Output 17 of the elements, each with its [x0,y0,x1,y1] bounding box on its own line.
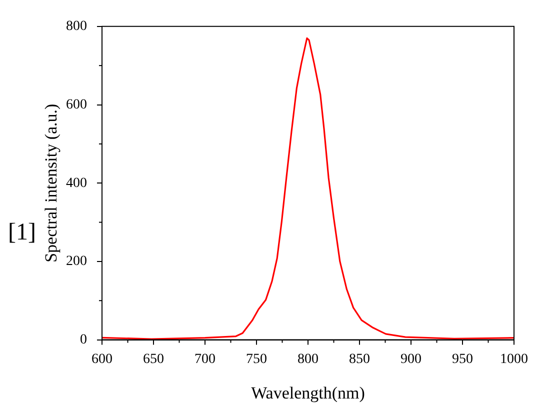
y-tick-label: 600 [66,97,87,112]
x-axis-title: Wavelength(nm) [251,383,365,402]
x-tick-label: 1000 [500,352,528,367]
x-tick-label: 600 [92,352,112,367]
y-tick-label: 200 [66,254,87,270]
y-tick-label: 0 [80,332,87,348]
y-tick-label: 800 [66,19,87,34]
x-tick-label: 950 [452,352,473,367]
text: [1] [8,219,36,246]
x-tick-label: 850 [349,352,370,367]
x-tick-label: 750 [246,352,267,367]
x-tick-label: 650 [143,352,164,367]
x-tick-label: 900 [400,352,422,367]
x-tick-label: 800 [298,352,318,367]
y-axis-title: Spectral intensity (a.u.) [42,104,61,262]
x-tick-label: 700 [194,352,216,367]
y-tick-label: 400 [66,176,87,191]
